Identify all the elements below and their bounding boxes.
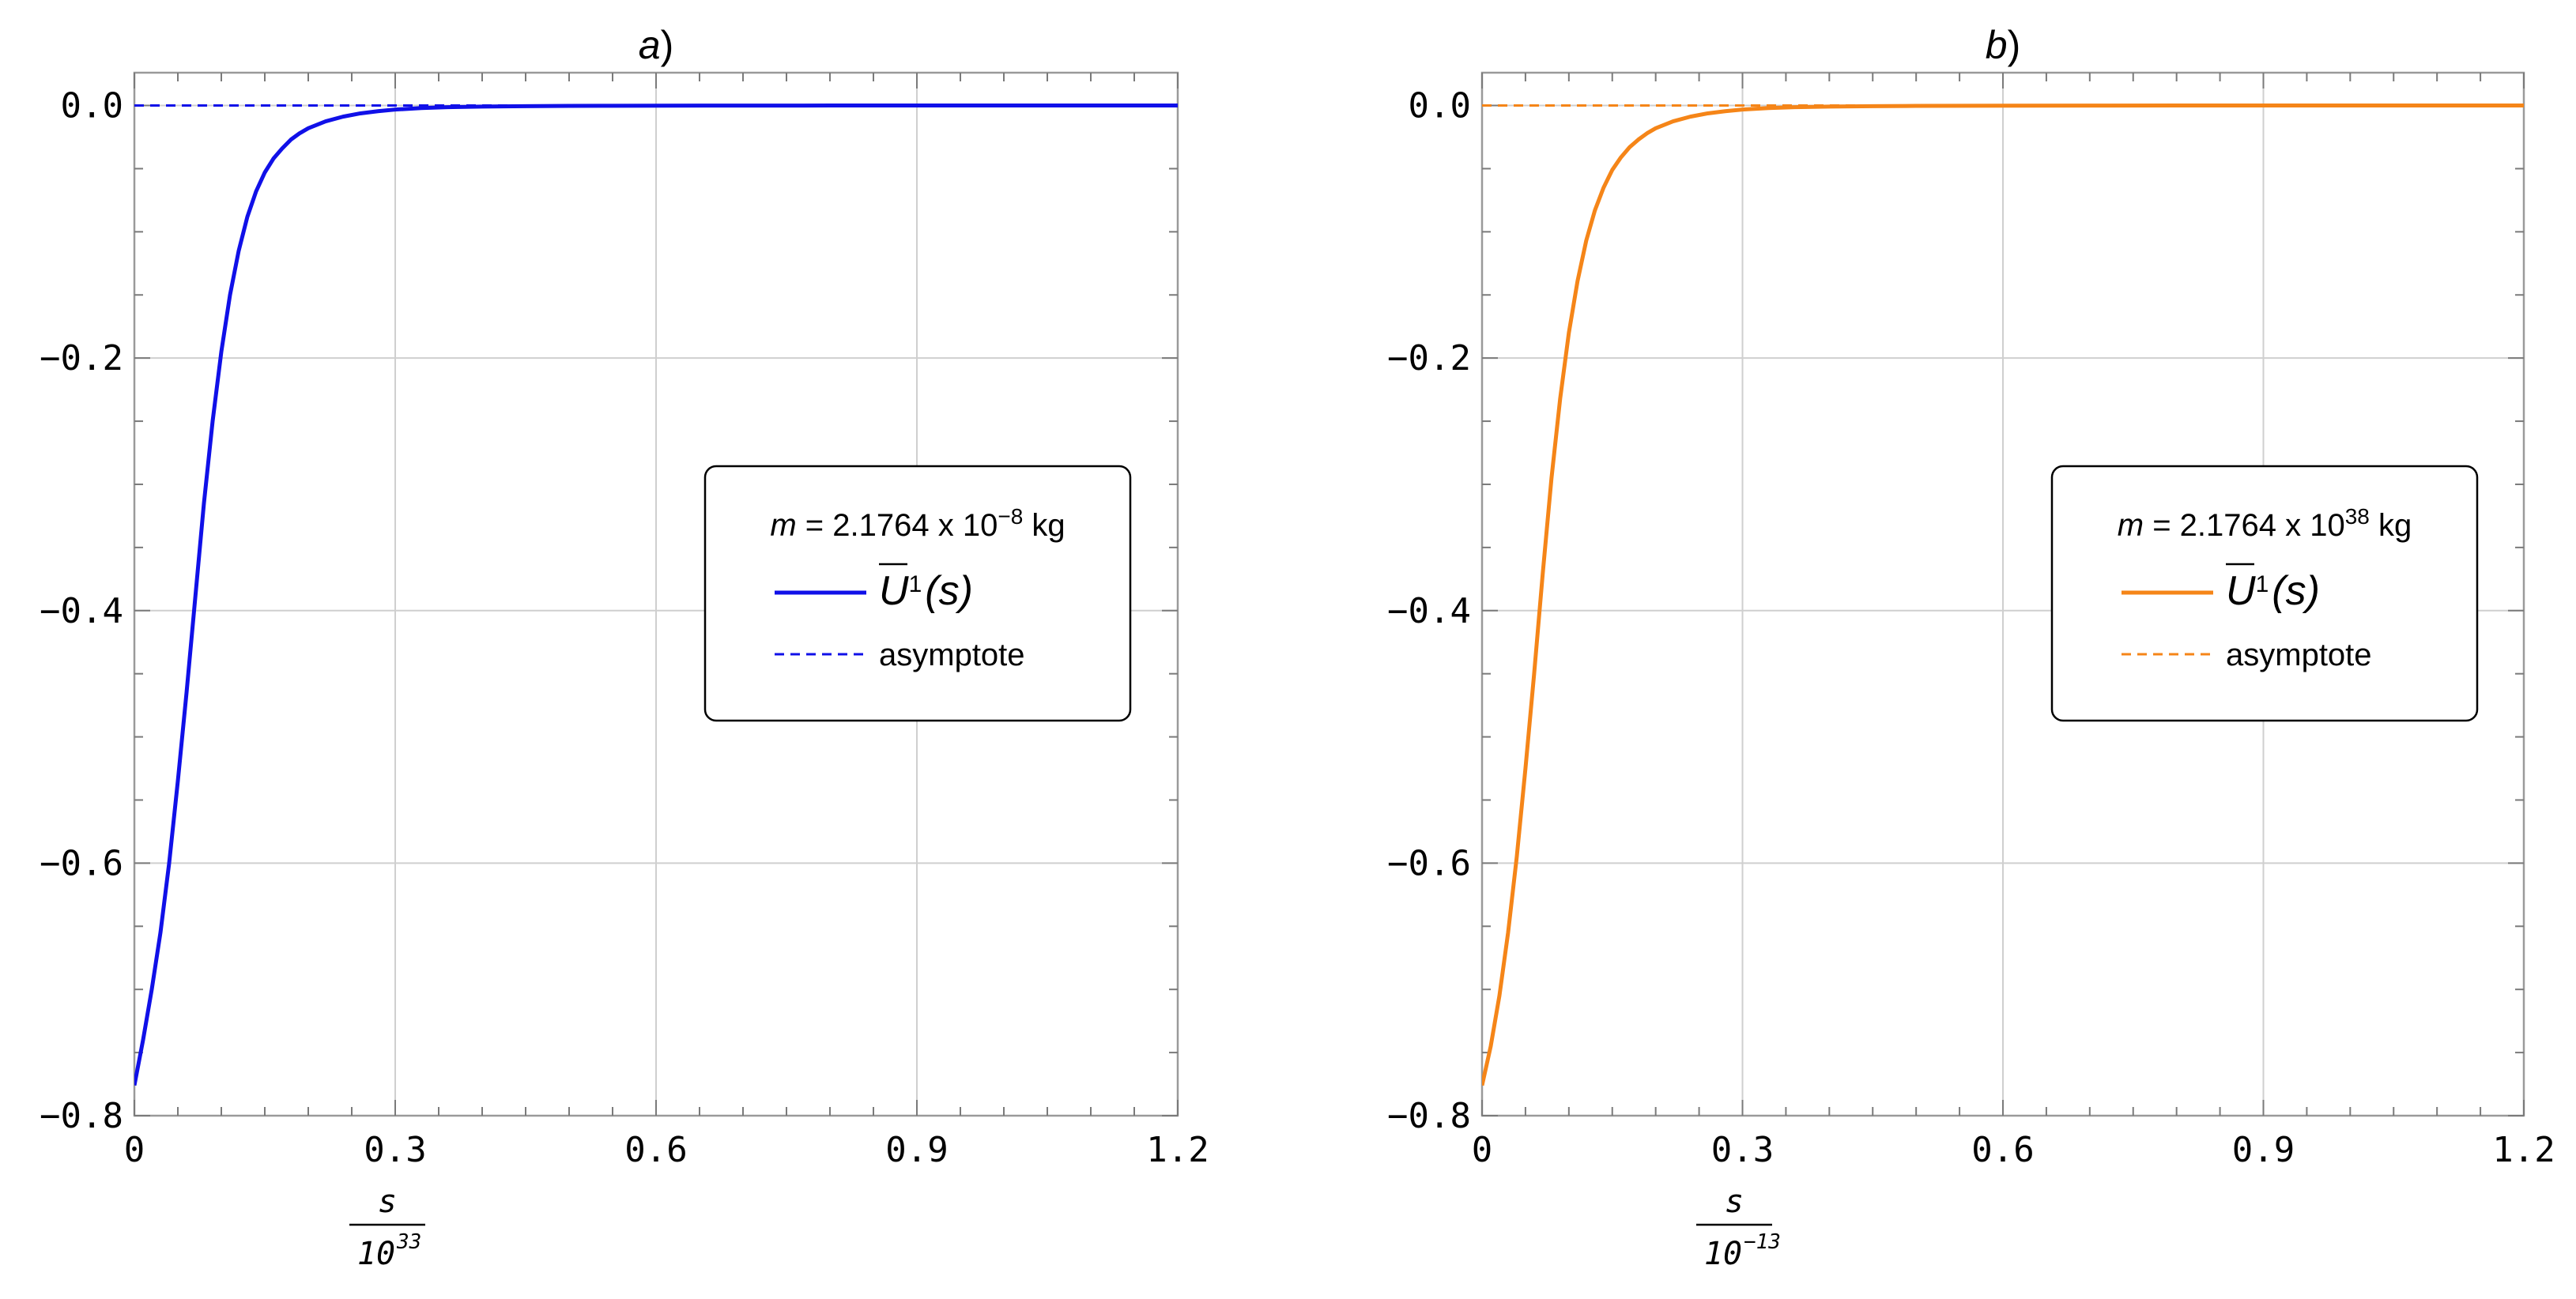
x-tick-label: 0.6 <box>1971 1130 2034 1170</box>
legend-title: m = 2.1764 x 10−8 kg <box>770 504 1065 544</box>
y-tick-label: −0.8 <box>1387 1096 1471 1136</box>
chart-panel-a: 0.0 −0.2 −0.4 −0.6 −0.80 0.3 0.6 0.9 1.2 a) s 10 33 m… <box>40 23 1209 1272</box>
y-tick-label: −0.4 <box>1387 591 1471 631</box>
x-tick-label: 1.2 <box>2492 1130 2555 1170</box>
x-tick-label: 0 <box>124 1130 145 1170</box>
legend-box <box>703 465 1132 722</box>
x-tick-label: 0.6 <box>624 1130 687 1170</box>
chart-panel-b: 0.0 −0.2 −0.4 −0.6 −0.80 0.3 0.6 0.9 1.2 b) s 10 −13… <box>1387 23 2555 1272</box>
legend-entry-asymptote: asymptote <box>879 638 1025 672</box>
x-axis-label: s 10 33 <box>349 1184 425 1272</box>
x-tick-label: 0.9 <box>885 1130 948 1170</box>
x-axis-label-numerator: s <box>378 1184 397 1220</box>
x-tick-label: 0.3 <box>364 1130 426 1170</box>
y-tick-label: 0.0 <box>61 86 123 126</box>
x-axis-label-exponent: −13 <box>1744 1230 1781 1254</box>
legend-title: m = 2.1764 x 1038 kg <box>2118 504 2412 544</box>
panel-title: b) <box>1986 23 2020 67</box>
y-tick-label: −0.8 <box>40 1096 123 1136</box>
legend-box <box>2050 465 2479 722</box>
x-tick-label: 0 <box>1472 1130 1493 1170</box>
y-tick-label: −0.2 <box>1387 338 1471 378</box>
legend-entry-potential: U1(s) <box>2226 568 2320 614</box>
x-axis-label: s 10 −13 <box>1696 1184 1781 1272</box>
y-tick-label: −0.2 <box>40 338 123 378</box>
y-tick-label: −0.4 <box>40 591 123 631</box>
x-axis-label-exponent: 33 <box>396 1230 421 1254</box>
legend: m = 2.1764 x 10−8 kg U1(s) asymptote <box>703 465 1132 722</box>
legend-entry-asymptote: asymptote <box>2226 638 2372 672</box>
legend-entry-potential: U1(s) <box>879 568 973 614</box>
x-axis-label-denominator: 10 <box>357 1236 395 1272</box>
x-axis-label-numerator: s <box>1725 1184 1744 1220</box>
x-axis-label-denominator: 10 <box>1704 1236 1742 1272</box>
y-tick-label: −0.6 <box>1387 843 1471 883</box>
y-tick-label: 0.0 <box>1409 86 1471 126</box>
x-tick-label: 0.3 <box>1711 1130 1774 1170</box>
panel-title: a) <box>639 23 673 67</box>
legend: m = 2.1764 x 1038 kg U1(s) asymptote <box>2050 465 2479 722</box>
x-tick-label: 0.9 <box>2232 1130 2295 1170</box>
x-tick-label: 1.2 <box>1146 1130 1209 1170</box>
y-tick-label: −0.6 <box>40 843 123 883</box>
